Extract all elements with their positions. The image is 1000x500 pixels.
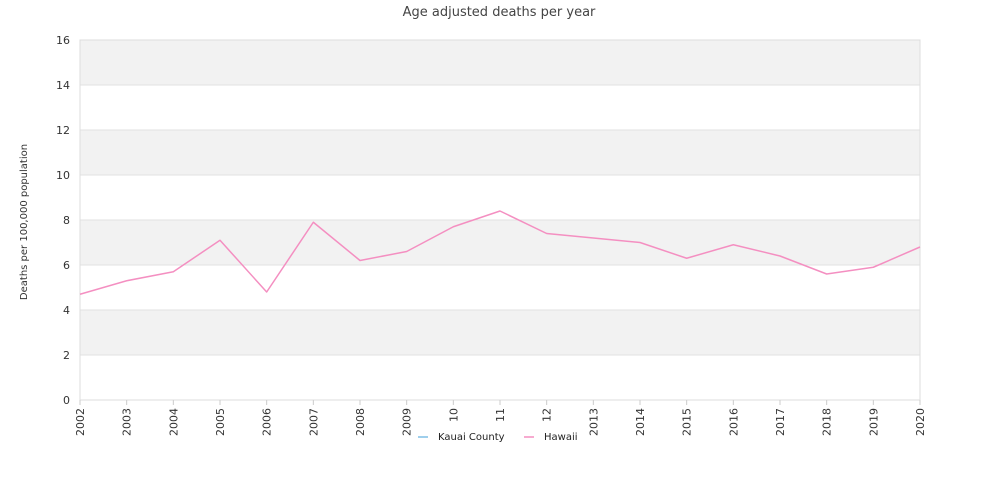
y-tick-label: 16 xyxy=(56,34,70,47)
y-tick-label: 12 xyxy=(56,124,70,137)
grid-bands xyxy=(80,40,920,400)
y-tick-label: 14 xyxy=(56,79,70,92)
series-line xyxy=(79,210,921,295)
grid-band xyxy=(80,130,920,175)
x-tick-label: 12 xyxy=(541,408,554,422)
x-tick-label: 2005 xyxy=(214,408,227,436)
grid-band xyxy=(80,85,920,130)
x-tick-label: 2019 xyxy=(867,408,880,436)
y-tick-label: 0 xyxy=(63,394,70,407)
x-tick-label: 10 xyxy=(447,408,460,422)
y-tick-label: 2 xyxy=(63,349,70,362)
x-tick-label: 2014 xyxy=(634,408,647,436)
x-tick-label: 11 xyxy=(494,408,507,422)
x-tick-label: 2008 xyxy=(354,408,367,436)
x-tick-label: 2006 xyxy=(261,408,274,436)
x-tick-label: 2018 xyxy=(821,408,834,436)
legend: Kauai County Hawaii xyxy=(418,432,578,443)
series-group xyxy=(79,210,921,295)
grid-band xyxy=(80,355,920,400)
legend-label: Kauai County xyxy=(438,432,505,443)
x-tick-label: 2016 xyxy=(727,408,740,436)
y-axis: 0 2 4 6 8 10 12 14 16 xyxy=(56,34,70,407)
x-tick-label: 2007 xyxy=(307,408,320,436)
y-tick-label: 4 xyxy=(63,304,70,317)
x-tick-label: 2009 xyxy=(401,408,414,436)
legend-label: Hawaii xyxy=(544,432,578,443)
x-tick-label: 2017 xyxy=(774,408,787,436)
y-tick-label: 10 xyxy=(56,169,70,182)
grid-band xyxy=(80,40,920,85)
grid-band xyxy=(80,175,920,220)
y-axis-label: Deaths per 100,000 population xyxy=(19,144,30,300)
x-tick-label: 2020 xyxy=(914,408,927,436)
x-tick-label: 2004 xyxy=(167,408,180,436)
grid-band xyxy=(80,220,920,265)
x-axis: 2002 2003 2004 2005 2006 2007 2008 2009 10 11 12 20… xyxy=(74,400,927,436)
chart-title: Age adjusted deaths per year xyxy=(403,5,596,20)
y-tick-label: 8 xyxy=(63,214,70,227)
grid-band xyxy=(80,310,920,355)
y-tick-label: 6 xyxy=(63,259,70,272)
x-tick-label: 2002 xyxy=(74,408,87,436)
grid-band xyxy=(80,265,920,310)
x-tick-label: 2015 xyxy=(681,408,694,436)
x-tick-label: 2003 xyxy=(121,408,134,436)
x-tick-label: 2013 xyxy=(587,408,600,436)
